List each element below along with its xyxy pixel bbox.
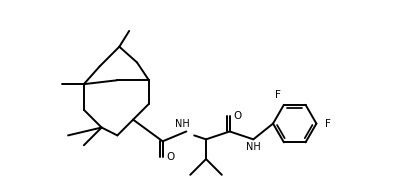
Text: NH: NH	[175, 119, 190, 129]
Text: NH: NH	[246, 142, 261, 152]
Text: O: O	[166, 152, 175, 162]
Text: O: O	[234, 111, 242, 121]
Text: F: F	[275, 89, 281, 100]
Text: F: F	[325, 119, 331, 129]
